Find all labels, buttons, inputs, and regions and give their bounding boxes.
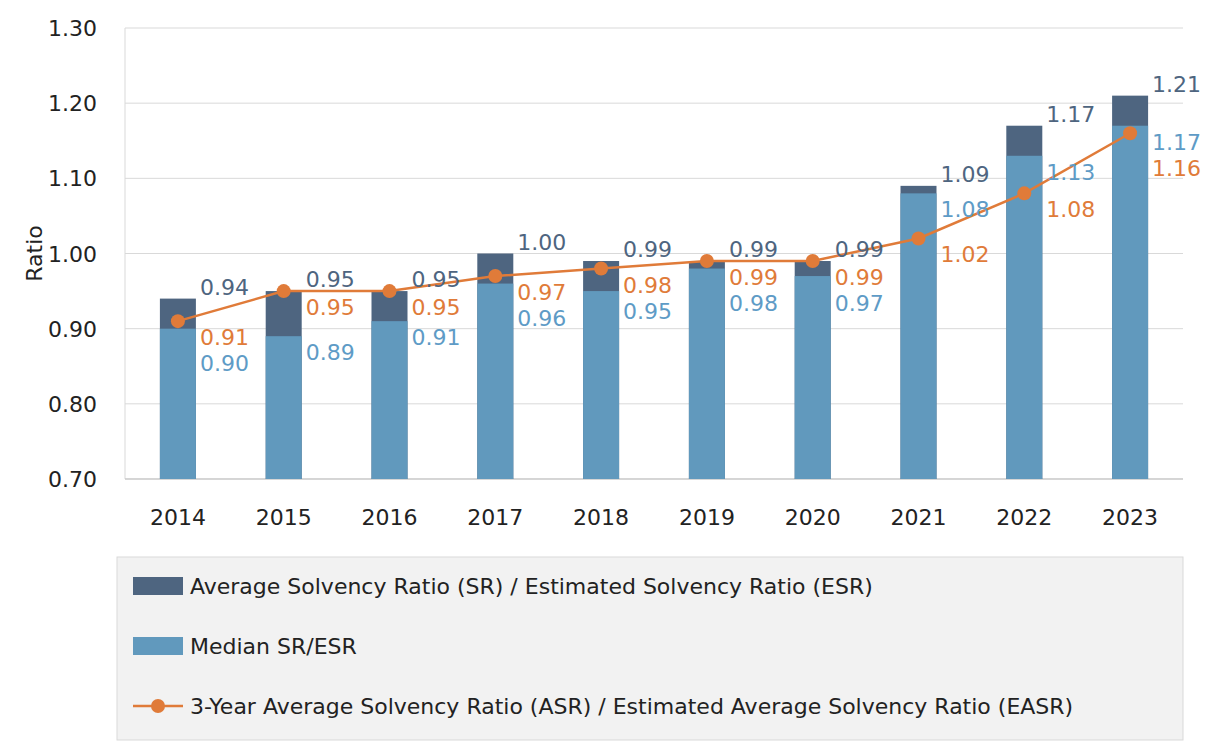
bar (160, 329, 196, 479)
y-tick-label: 1.20 (48, 91, 97, 116)
data-label: 1.02 (941, 242, 990, 267)
data-label: 0.95 (412, 267, 461, 292)
grid-line (125, 28, 1183, 29)
y-tick-label: 0.70 (48, 467, 97, 492)
bar (1006, 156, 1042, 479)
legend-label: Median SR/ESR (190, 634, 357, 659)
data-label: 0.99 (729, 265, 778, 290)
marker (806, 254, 820, 268)
data-label: 0.97 (835, 291, 884, 316)
x-tick-label: 2015 (256, 505, 312, 530)
marks (160, 96, 1148, 479)
data-label: 1.21 (1152, 72, 1201, 97)
data-label: 1.17 (1046, 102, 1095, 127)
data-label: 1.16 (1152, 156, 1201, 181)
data-label: 0.89 (306, 340, 355, 365)
data-label: 0.95 (623, 299, 672, 324)
bar (160, 299, 196, 479)
bar (266, 291, 302, 479)
data-label: 0.96 (517, 306, 566, 331)
data-label: 0.90 (200, 351, 249, 376)
data-label: 1.00 (517, 230, 566, 255)
bar (583, 291, 619, 479)
marker (700, 254, 714, 268)
data-label: 1.17 (1152, 130, 1201, 155)
data-label: 1.09 (941, 162, 990, 187)
legend-swatch (133, 577, 183, 595)
data-label: 0.91 (200, 325, 249, 350)
data-label: 0.99 (729, 237, 778, 262)
y-axis-line (125, 28, 126, 479)
data-label: 0.91 (412, 325, 461, 350)
data-label: 0.99 (623, 237, 672, 262)
data-label: 0.99 (835, 265, 884, 290)
y-tick-label: 1.10 (48, 166, 97, 191)
marker (1123, 126, 1137, 140)
x-tick-label: 2018 (573, 505, 629, 530)
data-label: 0.97 (517, 280, 566, 305)
marker (277, 284, 291, 298)
grid-line (125, 103, 1183, 104)
legend-marker (151, 699, 165, 713)
bar (1112, 96, 1148, 479)
data-label: 0.95 (306, 295, 355, 320)
marker (171, 314, 185, 328)
legend-label: Average Solvency Ratio (SR) / Estimated … (190, 574, 873, 599)
x-tick-label: 2014 (150, 505, 206, 530)
bar (689, 269, 725, 479)
bar (795, 276, 831, 479)
legend-label: 3-Year Average Solvency Ratio (ASR) / Es… (190, 694, 1073, 719)
bar (266, 336, 302, 479)
x-tick-label: 2021 (891, 505, 947, 530)
x-tick-label: 2023 (1102, 505, 1158, 530)
legend-swatch (133, 637, 183, 655)
x-tick-label: 2016 (362, 505, 418, 530)
data-label: 0.94 (200, 275, 249, 300)
bar (1112, 126, 1148, 479)
marker (488, 269, 502, 283)
legend: Average Solvency Ratio (SR) / Estimated … (117, 557, 1183, 740)
bar (583, 261, 619, 479)
data-label: 1.13 (1046, 160, 1095, 185)
y-tick-label: 1.00 (48, 242, 97, 267)
data-label: 1.08 (1046, 197, 1095, 222)
bar (477, 254, 513, 480)
x-tick-label: 2022 (996, 505, 1052, 530)
data-label: 1.08 (941, 197, 990, 222)
bar (795, 261, 831, 479)
x-tick-label: 2020 (785, 505, 841, 530)
bar (1006, 126, 1042, 479)
marker (912, 231, 926, 245)
x-tick-label: 2017 (467, 505, 523, 530)
y-tick-label: 1.30 (48, 16, 97, 41)
data-label: 0.98 (623, 273, 672, 298)
data-label: 0.95 (306, 267, 355, 292)
y-tick-label: 0.90 (48, 317, 97, 342)
data-label: 0.98 (729, 291, 778, 316)
bar (372, 291, 408, 479)
marker (383, 284, 397, 298)
chart: 0.70 0.80 0.90 1.00 1.10 1.20 1.30 Ratio 2014 201… (0, 0, 1223, 744)
y-axis-title: Ratio (22, 225, 47, 281)
bar (372, 321, 408, 479)
bar (689, 261, 725, 479)
data-label: 0.99 (835, 237, 884, 262)
line (178, 133, 1130, 321)
bar (901, 186, 937, 479)
data-label: 0.95 (412, 295, 461, 320)
grid (125, 28, 1183, 479)
x-tick-label: 2019 (679, 505, 735, 530)
bar (901, 193, 937, 479)
bar (477, 284, 513, 479)
marker (1017, 186, 1031, 200)
marker (594, 262, 608, 276)
legend-box (117, 557, 1183, 740)
y-tick-label: 0.80 (48, 392, 97, 417)
